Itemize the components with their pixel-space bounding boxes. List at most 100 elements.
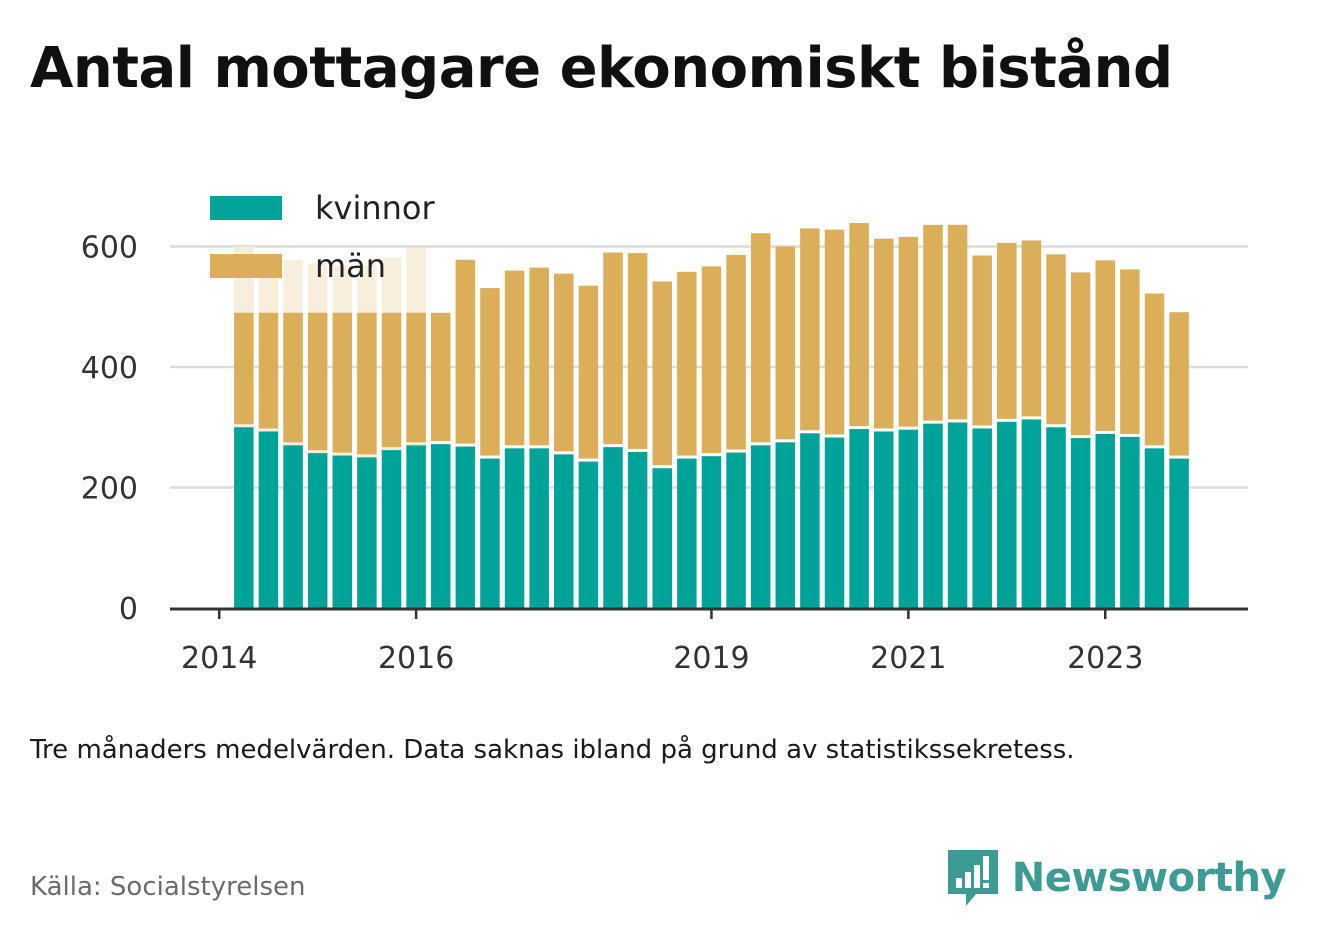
bar-man-27 (898, 236, 919, 427)
bar-man-9 (455, 259, 476, 444)
bar-man-38 (1169, 312, 1189, 456)
bar-man-13 (554, 273, 574, 452)
bar-man-11 (504, 270, 525, 446)
y-tick-label-0: 0 (119, 592, 138, 627)
bar-man-14 (578, 285, 599, 459)
brand-logo[interactable]: Newsworthy (946, 848, 1287, 908)
bar-kvinnor-5 (357, 457, 377, 608)
bar-man-31 (997, 242, 1017, 419)
newsworthy-logo-icon (947, 850, 998, 906)
bar-kvinnor-25 (849, 429, 869, 608)
bar-kvinnor-22 (775, 442, 796, 608)
bar-kvinnor-35 (1095, 433, 1116, 608)
bar-kvinnor-19 (701, 456, 722, 608)
bar-man-12 (529, 267, 549, 446)
bar-man-37 (1144, 293, 1165, 446)
bar-series (234, 223, 1189, 608)
bar-kvinnor-36 (1120, 436, 1140, 608)
legend-swatch-0 (210, 196, 282, 220)
bar-kvinnor-17 (652, 468, 672, 608)
bar-kvinnor-10 (480, 458, 500, 608)
bar-kvinnor-3 (307, 453, 328, 608)
bar-man-18 (677, 271, 697, 456)
bar-man-6 (381, 312, 402, 448)
bar-kvinnor-32 (1021, 419, 1042, 608)
bar-kvinnor-0 (234, 427, 254, 608)
bar-kvinnor-26 (873, 431, 894, 608)
bar-kvinnor-2 (283, 445, 303, 608)
y-tick-label-200: 200 (81, 472, 138, 507)
bar-kvinnor-20 (726, 452, 746, 608)
bar-kvinnor-27 (898, 429, 919, 608)
x-tick-label-0: 2014 (181, 641, 257, 676)
bar-kvinnor-30 (972, 428, 992, 608)
bar-man-22 (775, 246, 796, 440)
bar-man-10 (480, 288, 500, 456)
bar-man-26 (873, 238, 894, 429)
bar-kvinnor-38 (1169, 458, 1189, 608)
legend-label-1: män (315, 247, 386, 285)
x-tick-label-1: 2016 (378, 641, 454, 676)
bar-kvinnor-4 (332, 455, 353, 608)
bar-man-21 (750, 233, 771, 443)
bar-man-23 (800, 228, 820, 431)
legend-swatch-1 (210, 254, 282, 278)
chart-note: Tre månaders medelvärden. Data saknas ib… (30, 735, 1075, 765)
page-title: Antal mottagare ekonomiskt bistånd (30, 36, 1173, 101)
bar-kvinnor-23 (800, 433, 820, 608)
bar-man-0 (234, 312, 254, 425)
brand-name: Newsworthy (1011, 855, 1287, 901)
bar-man-32 (1021, 240, 1042, 417)
bar-man-7 (406, 312, 426, 443)
legend-label-0: kvinnor (315, 189, 436, 227)
bar-kvinnor-16 (627, 451, 648, 608)
bar-kvinnor-18 (677, 458, 697, 608)
bar-man-20 (726, 254, 746, 450)
bar-kvinnor-7 (406, 445, 426, 608)
x-tick-label-3: 2021 (870, 641, 946, 676)
bar-kvinnor-28 (923, 423, 943, 608)
bar-kvinnor-1 (258, 431, 279, 608)
bar-kvinnor-24 (824, 437, 845, 608)
bar-man-25 (849, 223, 869, 427)
bar-man-34 (1070, 272, 1091, 436)
bar-kvinnor-11 (504, 448, 525, 608)
y-tick-label-400: 400 (81, 351, 138, 386)
bar-kvinnor-6 (381, 450, 402, 608)
source-text: Källa: Socialstyrelsen (30, 872, 306, 902)
x-tick-label-2: 2019 (673, 641, 749, 676)
bar-man-28 (923, 224, 943, 421)
bar-man-8 (430, 312, 451, 442)
bar-kvinnor-14 (578, 461, 599, 608)
bar-man-35 (1095, 260, 1116, 431)
x-tick-label-4: 2023 (1067, 641, 1143, 676)
bar-kvinnor-31 (997, 421, 1017, 608)
bar-kvinnor-8 (430, 444, 451, 608)
y-axis-ticks: 0 200 400 600 (81, 231, 138, 628)
bar-man-36 (1120, 269, 1140, 434)
bar-kvinnor-33 (1046, 427, 1066, 608)
bar-kvinnor-29 (947, 422, 968, 608)
legend: kvinnor män (210, 189, 436, 285)
bar-kvinnor-12 (529, 448, 549, 608)
bar-man-30 (972, 255, 992, 426)
x-axis-ticks: 2014 2016 2019 2021 2023 (181, 609, 1143, 676)
bar-kvinnor-34 (1070, 438, 1091, 608)
bar-kvinnor-13 (554, 454, 574, 608)
stacked-bar-chart: 0 200 400 600 2014 2016 2019 2021 2023 kvinnor m… (81, 189, 1248, 676)
bar-man-19 (701, 266, 722, 454)
bar-kvinnor-37 (1144, 448, 1165, 608)
bar-man-15 (603, 252, 623, 445)
bar-man-5 (357, 312, 377, 455)
bar-man-16 (627, 253, 648, 449)
bar-man-17 (652, 281, 672, 466)
bar-man-33 (1046, 254, 1066, 425)
bar-man-2 (283, 312, 303, 443)
bar-kvinnor-15 (603, 447, 623, 608)
bar-man-24 (824, 229, 845, 435)
bar-man-29 (947, 224, 968, 420)
bar-kvinnor-21 (750, 445, 771, 608)
bar-man-4 (332, 312, 353, 453)
y-tick-label-600: 600 (81, 231, 138, 266)
bar-man-3 (307, 312, 328, 451)
